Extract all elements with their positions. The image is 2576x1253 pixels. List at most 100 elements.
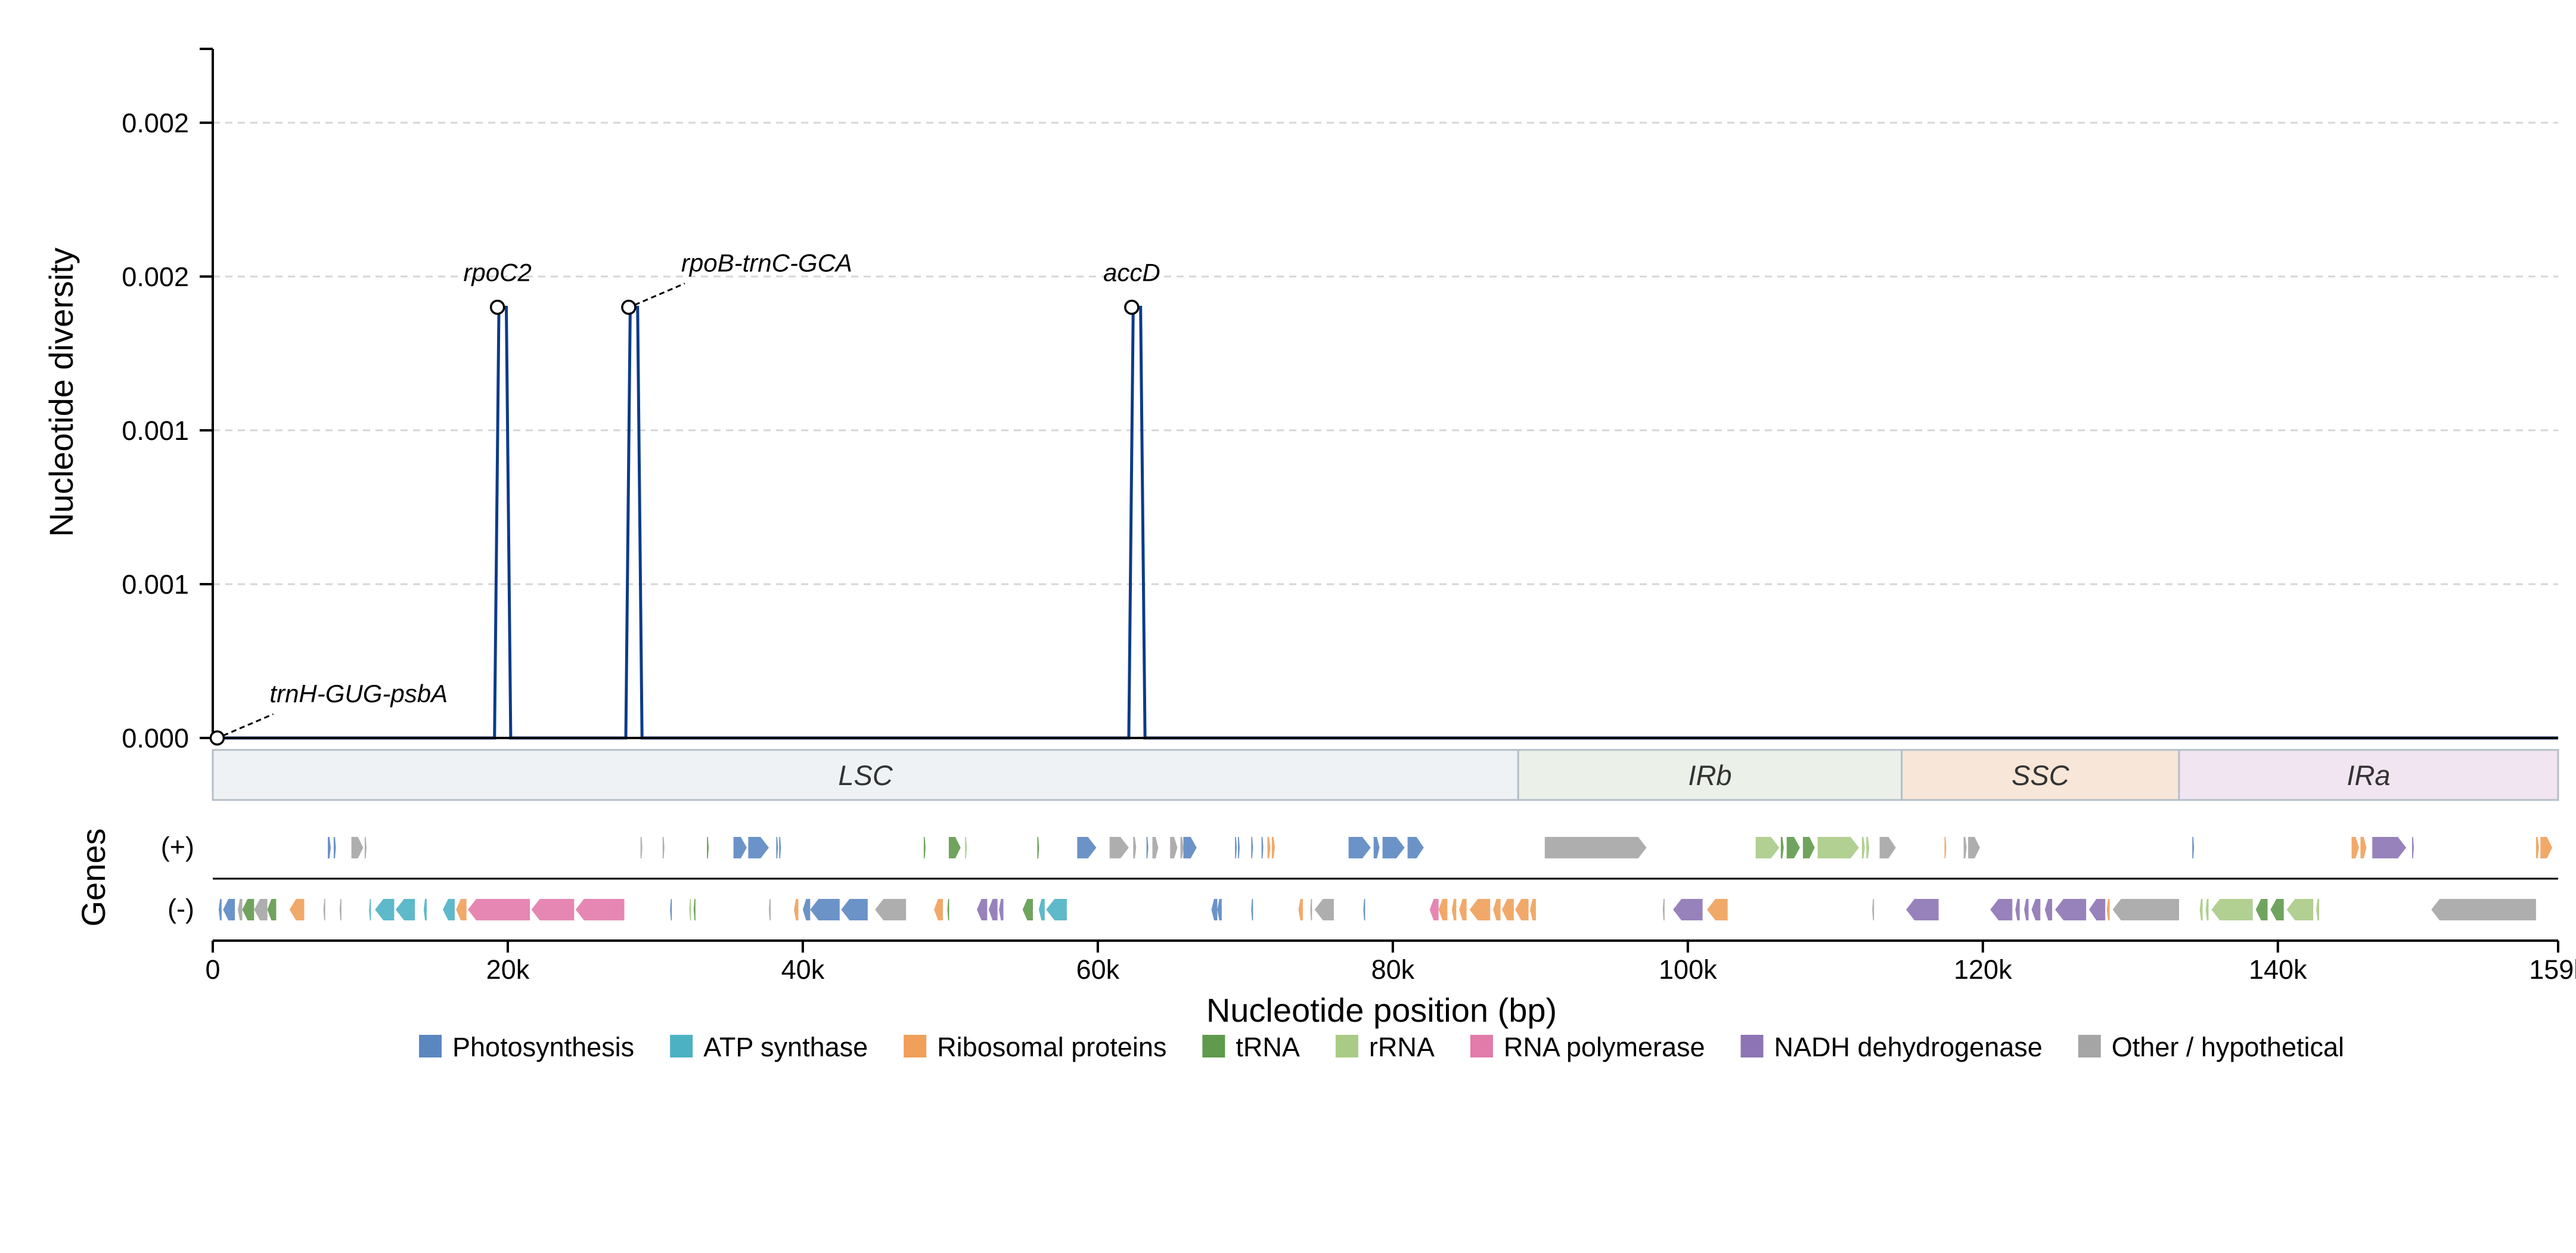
gene-plus-strand	[1544, 837, 1647, 858]
gene-plus-strand	[733, 837, 747, 858]
peak-annotations: rpoC2 rpoB-trnC-GCA accD trnH-GUG-psbA	[209, 249, 1160, 746]
gene-track-title: Genes	[75, 829, 112, 927]
gene-minus-strand	[1046, 899, 1067, 920]
gene-minus-strand	[323, 899, 325, 920]
legend-label: tRNA	[1236, 1032, 1300, 1062]
x-tick-label: 20k	[486, 954, 530, 985]
gene-minus-strand	[468, 899, 530, 920]
gene-minus-strand	[369, 899, 371, 920]
x-tick-label: 80k	[1371, 954, 1415, 985]
legend-swatch	[419, 1035, 442, 1057]
gene-minus-strand	[2431, 899, 2536, 920]
gene-minus-strand	[254, 899, 268, 920]
gene-minus-strand	[1707, 899, 1728, 920]
gene-minus-strand	[2112, 899, 2179, 920]
gene-minus-strand	[1469, 899, 1491, 920]
gene-plus-strand	[1866, 837, 1870, 858]
legend-label: rRNA	[1369, 1032, 1435, 1062]
gene-plus-strand	[1261, 837, 1264, 858]
gene-minus-strand	[1530, 899, 1536, 920]
gene-minus-strand	[1217, 899, 1222, 920]
gene-minus-strand	[1251, 899, 1253, 920]
gene-minus-strand	[2024, 899, 2029, 920]
gene-minus-strand	[456, 899, 467, 920]
gene-plus-strand	[1407, 837, 1424, 858]
region-label: SSC	[2012, 759, 2070, 791]
y-axis-title: Nucleotide diversity	[42, 247, 80, 537]
gene-minus-strand	[1990, 899, 2013, 920]
genome-regions-track: LSC IRb SSC IRa	[212, 749, 2559, 801]
gene-minus-strand	[575, 899, 625, 920]
y-tick-label: 0.002	[122, 108, 189, 138]
region-label: LSC	[838, 759, 893, 791]
legend: Photosynthesis ATP synthase Ribosomal prot…	[419, 1032, 2344, 1062]
gene-minus-strand	[670, 899, 672, 920]
gene-minus-strand	[999, 899, 1004, 920]
gene-plus-strand	[2351, 837, 2359, 858]
gene-minus-strand	[1314, 899, 1334, 920]
gene-minus-strand	[1459, 899, 1467, 920]
gene-plus-strand	[1133, 837, 1137, 858]
legend-label: RNA polymerase	[1504, 1032, 1705, 1062]
legend-label: ATP synthase	[703, 1032, 868, 1062]
gene-minus-strand	[2106, 899, 2110, 920]
gene-minus-strand	[242, 899, 255, 920]
gene-plus-strand	[1968, 837, 1980, 858]
peak-marker	[1124, 299, 1140, 315]
gene-minus-strand	[2055, 899, 2087, 920]
region-label: IRa	[2347, 759, 2390, 791]
legend-swatch	[2078, 1035, 2101, 1057]
gene-plus-strand	[2540, 837, 2553, 858]
gene-plus-strand	[1879, 837, 1896, 858]
gene-plus-strand	[1251, 837, 1253, 858]
peak-label: trnH-GUG-psbA	[269, 680, 448, 708]
gene-minus-strand	[1298, 899, 1303, 920]
legend-label: NADH dehydrogenase	[1774, 1032, 2043, 1062]
gene-plus-strand	[776, 837, 778, 858]
x-tick-label: 100k	[1659, 954, 1717, 985]
gene-minus-strand	[375, 899, 395, 920]
gene-minus-strand	[689, 899, 691, 920]
gene-plus-strand	[1077, 837, 1097, 858]
gene-plus-strand	[1180, 837, 1184, 858]
gene-minus-strand	[395, 899, 415, 920]
legend-swatch	[670, 1035, 693, 1057]
gene-minus-strand	[2316, 899, 2320, 920]
gene-minus-strand	[841, 899, 868, 920]
legend-swatch	[1335, 1035, 1358, 1057]
x-tick-label: 140k	[2249, 954, 2307, 985]
gene-plus-strand	[1109, 837, 1129, 858]
gene-plus-strand	[2372, 837, 2407, 858]
gene-plus-strand	[1238, 837, 1240, 858]
region-label: IRb	[1688, 759, 1731, 791]
gene-minus-strand	[2015, 899, 2020, 920]
gene-minus-strand	[1022, 899, 1033, 920]
gene-minus-strand	[1363, 899, 1365, 920]
gene-plus-strand	[2412, 837, 2414, 858]
x-tick-label: 159k	[2529, 954, 2576, 985]
peak-marker	[209, 730, 225, 746]
gene-plus-strand	[1152, 837, 1159, 858]
gene-plus-strand	[1183, 837, 1197, 858]
gene-plus-strand	[779, 837, 781, 858]
gene-minus-strand	[289, 899, 305, 920]
gene-minus-strand	[2286, 899, 2314, 920]
gene-minus-strand	[2031, 899, 2041, 920]
gene-plus-strand	[1944, 837, 1947, 858]
x-tick-label: 0	[205, 954, 220, 985]
gene-minus-strand	[223, 899, 235, 920]
gene-plus-strand	[1170, 837, 1178, 858]
strand-label-plus: (+)	[161, 832, 194, 862]
gene-plus-strand	[1382, 837, 1405, 858]
gene-plus-strand	[1235, 837, 1237, 858]
gene-plus-strand	[748, 837, 769, 858]
gene-minus-strand	[988, 899, 998, 920]
diversity-line	[213, 306, 2558, 740]
gene-minus-strand	[769, 899, 771, 920]
gene-plus-strand	[948, 837, 961, 858]
gene-minus-strand	[2255, 899, 2268, 920]
legend-label: Other / hypothetical	[2112, 1032, 2344, 1062]
gene-minus-strand	[1872, 899, 1874, 920]
gene-plus-strand	[1802, 837, 1815, 858]
gene-minus-strand	[2089, 899, 2106, 920]
